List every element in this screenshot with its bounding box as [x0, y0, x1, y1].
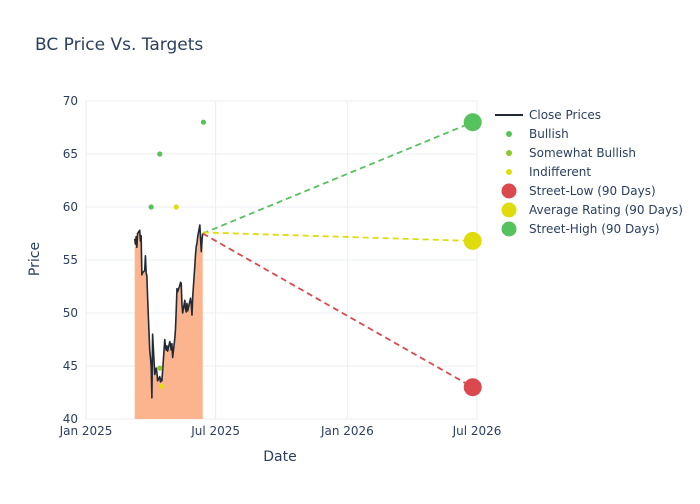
y-tick-label: 40 — [63, 412, 78, 426]
marker-indifferent — [159, 383, 165, 389]
marker-bullish — [200, 119, 207, 125]
close-price-area — [134, 225, 203, 419]
legend-swatch — [506, 169, 512, 175]
legend-item-indifferent: Indifferent — [506, 165, 591, 179]
y-tick-label: 70 — [63, 94, 78, 108]
x-tick-label: Jan 2025 — [59, 424, 113, 438]
axis-layer: 40 45 50 55 60 65 70 Jan 2025 Jul 2025 Jan 2026 Ju… — [59, 94, 502, 438]
legend: Close Prices Bullish Somewhat Bullish Indif… — [495, 108, 683, 237]
target-line-street-low-90-days — [202, 232, 474, 388]
y-tick-label: 50 — [63, 306, 78, 320]
marker-street-low-90-days — [463, 378, 482, 397]
y-tick-label: 45 — [63, 359, 78, 373]
legend-label: Bullish — [529, 127, 569, 141]
y-tick-label: 60 — [63, 200, 78, 214]
legend-swatch — [501, 202, 517, 218]
legend-label: Street-High (90 Days) — [529, 222, 660, 236]
x-axis-title: Date — [263, 449, 296, 465]
x-tick-label: Jan 2026 — [320, 424, 374, 438]
legend-item-street-low-90-days: Street-Low (90 Days) — [501, 183, 656, 199]
legend-swatch — [501, 221, 517, 237]
marker-street-high-90-days — [463, 113, 482, 132]
target-line-average-rating-90-days — [202, 231, 473, 242]
legend-item-street-high-90-days: Street-High (90 Days) — [501, 221, 660, 237]
target-line-street-high-90-days — [202, 121, 474, 235]
chart-title: BC Price Vs. Targets — [35, 35, 203, 55]
marker-layer — [148, 113, 482, 397]
line-layer — [133, 121, 474, 399]
legend-label: Somewhat Bullish — [529, 146, 636, 160]
legend-label: Indifferent — [529, 165, 591, 179]
legend-swatch — [501, 183, 517, 199]
legend-item-bullish: Bullish — [506, 127, 569, 141]
legend-label: Average Rating (90 Days) — [529, 203, 683, 217]
marker-somewhat-bullish — [157, 365, 163, 371]
legend-item-close-prices: Close Prices — [495, 108, 601, 122]
legend-label: Close Prices — [529, 108, 601, 122]
legend-swatch — [506, 150, 512, 156]
area-layer — [134, 225, 203, 419]
marker-bullish — [157, 151, 163, 157]
x-tick-label: Jul 2026 — [452, 424, 502, 438]
y-tick-label: 55 — [63, 253, 78, 267]
x-tick-label: Jul 2025 — [190, 424, 240, 438]
legend-item-average-rating-90-days: Average Rating (90 Days) — [501, 202, 683, 218]
legend-swatch — [506, 131, 512, 137]
marker-indifferent — [173, 204, 179, 210]
close-price-line — [133, 224, 204, 399]
y-tick-label: 65 — [63, 147, 78, 161]
legend-item-somewhat-bullish: Somewhat Bullish — [506, 146, 636, 160]
grid-layer — [85, 100, 478, 420]
legend-label: Street-Low (90 Days) — [529, 184, 656, 198]
marker-bullish — [148, 204, 154, 210]
y-axis-title: Price — [27, 242, 43, 276]
marker-average-rating-90-days — [463, 231, 482, 250]
